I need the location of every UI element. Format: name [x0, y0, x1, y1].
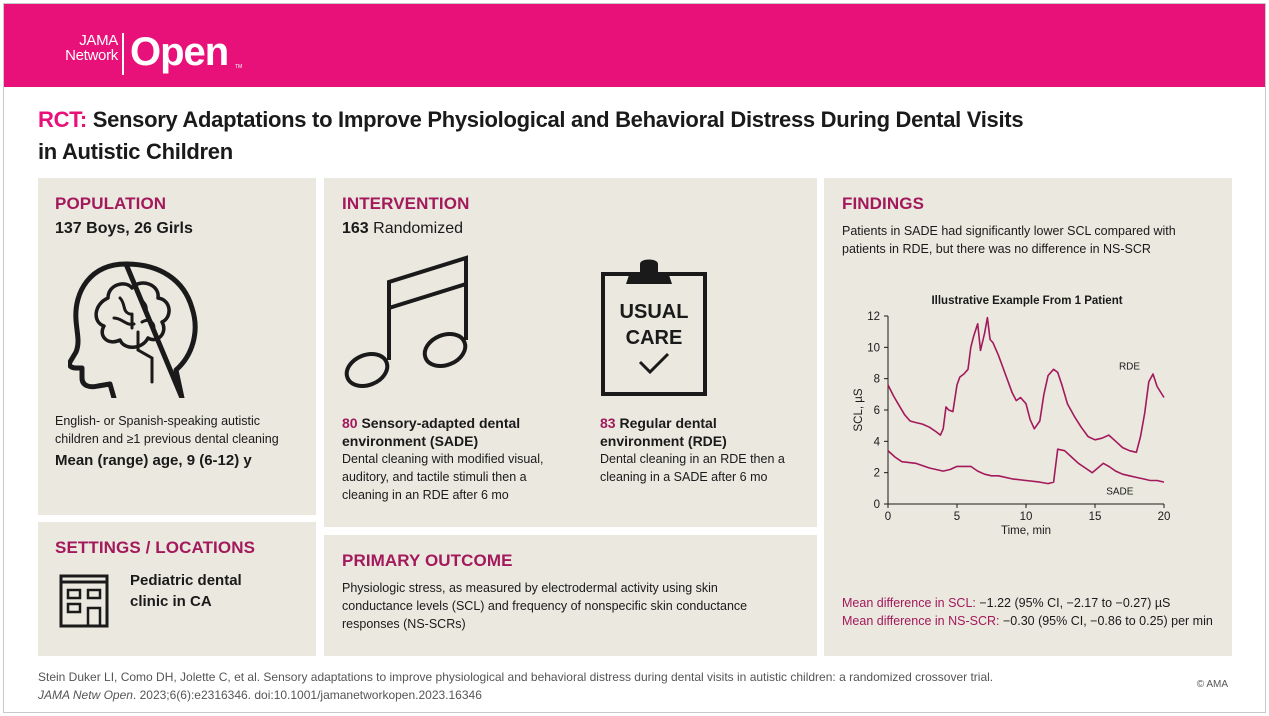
citation-line2: JAMA Netw Open. 2023;6(6):e2316346. doi:… — [38, 686, 993, 704]
sade-label: Sensory-adapted dental environment (SADE… — [342, 415, 521, 449]
music-note-icon — [344, 255, 468, 388]
population-heading: POPULATION — [55, 194, 167, 213]
building-icon — [59, 574, 109, 628]
clipboard-text-usual: USUAL — [620, 301, 689, 323]
randomized-n: 163 — [342, 220, 369, 237]
rde-description: Dental cleaning in an RDE then a cleanin… — [600, 452, 785, 484]
settings-heading: SETTINGS / LOCATIONS — [55, 538, 256, 557]
y-tick-label: 6 — [874, 405, 880, 417]
chart-lines: RDE SADE — [887, 316, 1165, 498]
logo-tm: TM — [235, 64, 243, 70]
findings-panel: FINDINGS Patients in SADE had significan… — [824, 178, 1232, 656]
population-counts: 137 Boys, 26 Girls — [55, 220, 193, 237]
title-line1: Sensory Adaptations to Improve Physiolog… — [92, 107, 1024, 132]
population-description: English- or Spanish-speaking autistic ch… — [55, 414, 279, 446]
rde-n: 83 — [600, 415, 616, 431]
result-scl-value: −1.22 (95% CI, −2.17 to −0.27) µS — [979, 596, 1171, 610]
primary-outcome-heading: PRIMARY OUTCOME — [342, 551, 513, 570]
sade-n: 80 — [342, 415, 358, 431]
settings-panel: SETTINGS / LOCATIONS Pediatric dental cl… — [38, 522, 316, 656]
rde-label: Regular dental environment (RDE) — [600, 415, 727, 449]
chart-ylabel: SCL, µS — [853, 388, 865, 431]
series-label-rde: RDE — [1119, 361, 1140, 372]
intervention-heading: INTERVENTION — [342, 194, 470, 213]
scl-chart: Illustrative Example From 1 Patient SCL,… — [824, 286, 1232, 546]
copyright: © AMA — [1196, 679, 1228, 690]
primary-outcome-panel: PRIMARY OUTCOME Physiologic stress, as m… — [324, 535, 817, 656]
clipboard-text-care: CARE — [626, 327, 683, 349]
result-scl: Mean difference in SCL: −1.22 (95% CI, −… — [842, 594, 1227, 612]
result-nsscr: Mean difference in NS-SCR: −0.30 (95% CI… — [842, 612, 1227, 630]
chart-xlabel: Time, min — [1001, 525, 1051, 537]
result-scl-label: Mean difference in SCL: — [842, 596, 976, 610]
y-tick-label: 10 — [867, 342, 880, 354]
series-label-sade: SADE — [1106, 487, 1134, 498]
y-tick-label: 12 — [867, 311, 880, 323]
series-line-sade — [887, 448, 1165, 485]
head-brain-icon — [68, 261, 198, 398]
logo-jama: JAMA — [79, 32, 118, 49]
findings-heading: FINDINGS — [842, 194, 925, 213]
result-nsscr-label: Mean difference in NS-SCR: — [842, 614, 1000, 628]
randomized-label: Randomized — [373, 220, 463, 237]
x-tick-label: 0 — [885, 511, 891, 523]
citation-journal: JAMA Netw Open — [38, 688, 133, 702]
x-tick-label: 5 — [954, 511, 960, 523]
logo-open: Open — [130, 30, 229, 74]
rde-label-block: 83 Regular dental environment (RDE) — [600, 414, 800, 450]
series-line-rde — [887, 316, 1165, 454]
primary-outcome-text: Physiologic stress, as measured by elect… — [342, 581, 748, 631]
title-line2: in Autistic Children — [38, 139, 233, 164]
population-panel: POPULATION 137 Boys, 26 Girls English- o… — [38, 178, 316, 515]
citation: Stein Duker LI, Como DH, Jolette C, et a… — [38, 668, 993, 704]
intervention-panel: INTERVENTION 163 Randomized USUAL CARE 8… — [324, 178, 817, 527]
scl-chart-svg: Illustrative Example From 1 Patient SCL,… — [853, 295, 1170, 537]
citation-line1: Stein Duker LI, Como DH, Jolette C, et a… — [38, 670, 994, 684]
header-banner: JAMA Network Open TM — [4, 4, 1265, 87]
y-tick-label: 8 — [874, 374, 880, 386]
logo-divider — [122, 33, 124, 75]
chart-title: Illustrative Example From 1 Patient — [931, 295, 1122, 307]
x-tick-label: 15 — [1089, 511, 1102, 523]
x-tick-label: 20 — [1158, 511, 1171, 523]
result-nsscr-value: −0.30 (95% CI, −0.86 to 0.25) per min — [1002, 614, 1213, 628]
logo-jama-network: JAMA Network — [40, 33, 118, 63]
y-tick-label: 0 — [874, 499, 880, 511]
title-prefix: RCT: — [38, 107, 87, 132]
logo-network: Network — [65, 47, 118, 64]
randomized-count: 163 Randomized — [342, 220, 463, 238]
sade-label-block: 80 Sensory-adapted dental environment (S… — [342, 414, 572, 450]
findings-summary: Patients in SADE had significantly lower… — [842, 224, 1176, 256]
sade-description: Dental cleaning with modified visual, au… — [342, 452, 544, 502]
chart-axes: 0 5 10 15 20 0 2 4 6 8 10 12 — [867, 311, 1170, 523]
x-tick-label: 10 — [1020, 511, 1033, 523]
page-title: RCT: Sensory Adaptations to Improve Phys… — [38, 104, 1138, 168]
settings-location: Pediatric dental clinic in CA — [130, 572, 242, 610]
y-tick-label: 4 — [874, 436, 881, 448]
citation-details[interactable]: . 2023;6(6):e2316346. doi:10.1001/jamane… — [132, 688, 482, 702]
clipboard-check-icon: USUAL CARE — [601, 259, 707, 396]
population-age: Mean (range) age, 9 (6-12) y — [55, 452, 252, 469]
y-tick-label: 2 — [874, 468, 880, 480]
